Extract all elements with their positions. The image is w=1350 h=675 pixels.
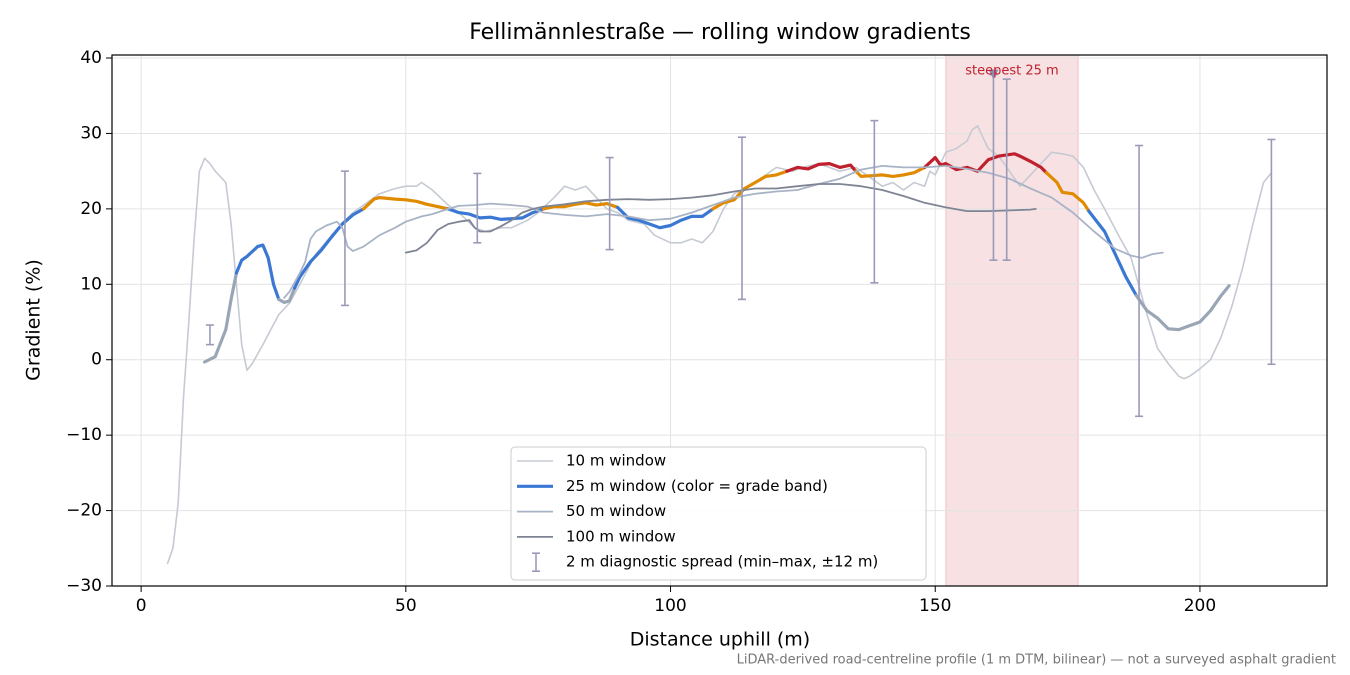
chart-title: Fellimännlestraße — rolling window gradi… xyxy=(469,20,971,45)
series-line xyxy=(166,125,1273,565)
legend-label: 100 m window xyxy=(566,527,676,545)
series-line xyxy=(541,201,620,211)
plot-frame xyxy=(111,54,1328,587)
series-line xyxy=(923,152,1048,175)
error-bar xyxy=(1002,78,1011,261)
legend-label: 10 m window xyxy=(566,452,666,470)
error-bar xyxy=(340,170,349,307)
series-line xyxy=(785,162,858,173)
y-axis-label: Gradient (%) xyxy=(23,259,45,381)
series-line xyxy=(1044,171,1091,213)
x-tick-label: 200 xyxy=(1184,596,1216,616)
x-tick-label: 150 xyxy=(919,596,951,616)
legend-label: 25 m window (color = grade band) xyxy=(566,477,828,495)
series-line xyxy=(854,165,927,178)
series-line xyxy=(283,165,1164,299)
series-line xyxy=(616,205,715,230)
x-tick-label: 100 xyxy=(654,596,686,616)
y-tick-label: −20 xyxy=(66,501,102,521)
series-line xyxy=(446,207,546,221)
series-line xyxy=(1087,209,1138,298)
series-line xyxy=(1134,284,1231,332)
x-tick-label: 50 xyxy=(395,596,417,616)
y-tick-label: 40 xyxy=(80,48,102,68)
steepest-marker xyxy=(988,69,999,80)
x-axis-label: Distance uphill (m) xyxy=(630,629,810,651)
legend: 10 m window 25 m window (color = grade ba… xyxy=(510,446,927,581)
footnote: LiDAR-derived road-centreline profile (1… xyxy=(737,653,1336,668)
y-tick-label: −30 xyxy=(66,576,102,596)
series-line xyxy=(711,169,789,211)
error-bar xyxy=(473,172,482,244)
y-tick-label: 30 xyxy=(80,123,102,143)
series-line xyxy=(203,271,238,364)
series-line xyxy=(277,286,297,304)
error-bar xyxy=(738,136,746,301)
legend-box xyxy=(510,446,927,581)
y-tick-label: 20 xyxy=(80,199,102,219)
highlight-label: steepest 25 m xyxy=(965,64,1058,79)
highlight-span xyxy=(945,54,1079,587)
series-line xyxy=(361,196,450,211)
x-tick-label: 0 xyxy=(136,596,147,616)
series-line xyxy=(404,183,1037,254)
y-tick-label: −10 xyxy=(66,425,102,445)
series-line xyxy=(234,243,281,301)
error-bar xyxy=(1267,138,1276,366)
legend-label: 2 m diagnostic spread (min–max, ±12 m) xyxy=(566,553,878,571)
error-bar xyxy=(1135,144,1144,418)
error-bar xyxy=(870,119,879,284)
error-bar xyxy=(205,324,214,346)
y-tick-label: 10 xyxy=(80,274,102,294)
legend-label: 50 m window xyxy=(566,502,666,520)
error-bar xyxy=(605,156,614,251)
series-line xyxy=(293,207,366,290)
legend-swatch xyxy=(532,552,540,573)
y-tick-label: 0 xyxy=(91,350,102,370)
